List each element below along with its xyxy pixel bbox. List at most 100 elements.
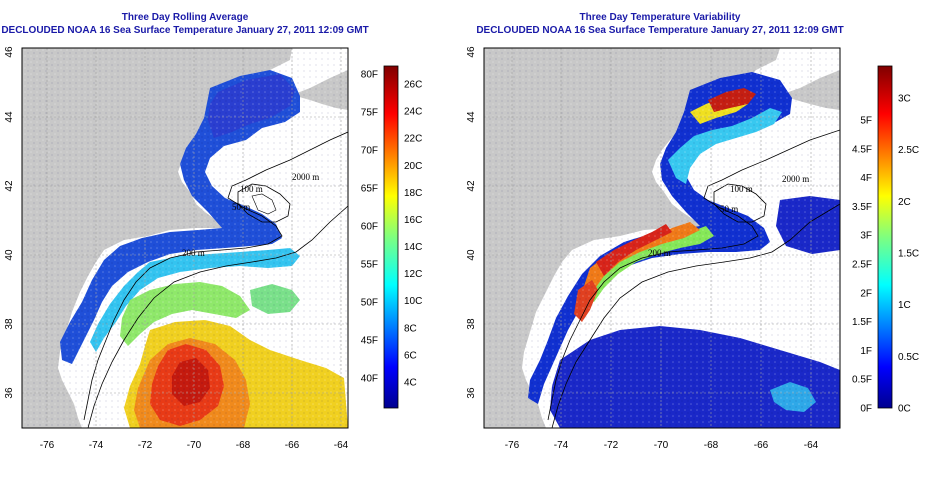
left-colorbar-f-labels: 40F 45F 50F 55F 60F 65F 70F 75F 80F bbox=[361, 70, 378, 385]
right-y-tick: 38 bbox=[466, 318, 477, 330]
sst-texture bbox=[22, 48, 348, 428]
right-map bbox=[484, 48, 840, 428]
left-contour-label-200m: 200 m bbox=[182, 248, 205, 258]
colorbar-fahrenheit-label: 75F bbox=[361, 108, 378, 119]
left-x-axis: -76 -74 -72 -70 -68 -66 -64 bbox=[40, 440, 349, 451]
right-colorbar-gradient bbox=[877, 65, 893, 409]
right-colorbar-c-labels: 0C 0.5C 1C 1.5C 2C 2.5C 3C bbox=[898, 94, 919, 415]
colorbar-fahrenheit-label: 4F bbox=[860, 173, 872, 184]
left-contour-label-2000m: 2000 m bbox=[292, 172, 319, 182]
colorbar-celsius-label: 0.5C bbox=[898, 352, 919, 363]
right-y-tick: 44 bbox=[466, 111, 477, 123]
colorbar-fahrenheit-label: 65F bbox=[361, 184, 378, 195]
right-x-tick: -64 bbox=[804, 440, 819, 451]
left-colorbar: 40F 45F 50F 55F 60F 65F 70F 75F 80F 4C 6C 8C 10C 12C… bbox=[361, 65, 422, 409]
right-y-tick: 42 bbox=[466, 180, 477, 192]
left-y-tick: 36 bbox=[4, 387, 15, 399]
colorbar-celsius-label: 22C bbox=[404, 134, 422, 145]
colorbar-celsius-label: 14C bbox=[404, 242, 422, 253]
colorbar-fahrenheit-label: 0F bbox=[860, 404, 872, 415]
left-map bbox=[22, 48, 348, 428]
colorbar-fahrenheit-label: 2.5F bbox=[852, 260, 872, 271]
left-panel: Three Day Rolling Average DECLOUDED NOAA… bbox=[1, 12, 422, 451]
right-colorbar: 0F 0.5F 1F 1.5F 2F 2.5F 3F 3.5F 4F 4.5F 5F 0C 0.5C 1… bbox=[852, 65, 919, 415]
right-x-tick: -70 bbox=[654, 440, 669, 451]
colorbar-fahrenheit-label: 4.5F bbox=[852, 144, 872, 155]
colorbar-celsius-label: 20C bbox=[404, 161, 422, 172]
contour-100m bbox=[713, 183, 767, 223]
colorbar-fahrenheit-label: 55F bbox=[361, 260, 378, 271]
contour-100m bbox=[237, 183, 291, 223]
grid-lines bbox=[484, 48, 840, 428]
right-x-tick: -76 bbox=[505, 440, 520, 451]
colorbar-fahrenheit-label: 3.5F bbox=[852, 202, 872, 213]
contour-50m bbox=[251, 193, 277, 215]
colorbar-fahrenheit-label: 1F bbox=[860, 346, 872, 357]
right-x-tick: -74 bbox=[554, 440, 569, 451]
colorbar-celsius-label: 6C bbox=[404, 350, 417, 361]
right-colorbar-f-labels: 0F 0.5F 1F 1.5F 2F 2.5F 3F 3.5F 4F 4.5F 5F bbox=[852, 116, 872, 415]
left-y-tick: 44 bbox=[4, 111, 15, 123]
colorbar-celsius-label: 3C bbox=[898, 94, 911, 105]
colorbar-fahrenheit-label: 1.5F bbox=[852, 317, 872, 328]
left-contour-label-50m: 50 m bbox=[232, 202, 250, 212]
colorbar-celsius-label: 4C bbox=[404, 378, 417, 389]
left-panel-title: Three Day Rolling Average bbox=[122, 12, 249, 23]
colorbar-celsius-label: 16C bbox=[404, 215, 422, 226]
right-panel: Three Day Temperature Variability DECLOU… bbox=[466, 12, 919, 451]
left-x-tick: -66 bbox=[285, 440, 300, 451]
left-x-tick: -64 bbox=[334, 440, 349, 451]
var-texture bbox=[484, 48, 840, 428]
right-y-tick: 46 bbox=[466, 46, 477, 58]
left-panel-subtitle: DECLOUDED NOAA 16 Sea Surface Temperatur… bbox=[1, 25, 368, 36]
right-map-frame bbox=[483, 47, 841, 429]
right-y-tick: 40 bbox=[466, 249, 477, 261]
left-contour-label-100m: 100 m bbox=[240, 184, 263, 194]
left-x-tick: -74 bbox=[89, 440, 104, 451]
left-y-tick: 38 bbox=[4, 318, 15, 330]
colorbar-celsius-label: 12C bbox=[404, 269, 422, 280]
left-y-tick: 42 bbox=[4, 180, 15, 192]
colorbar-fahrenheit-label: 45F bbox=[361, 336, 378, 347]
colorbar-celsius-label: 2.5C bbox=[898, 145, 919, 156]
colorbar-celsius-label: 0C bbox=[898, 404, 911, 415]
colorbar-celsius-label: 2C bbox=[898, 197, 911, 208]
right-x-axis: -76 -74 -72 -70 -68 -66 -64 bbox=[505, 440, 819, 451]
left-x-tick: -76 bbox=[40, 440, 55, 451]
colorbar-celsius-label: 8C bbox=[404, 323, 417, 334]
right-y-tick: 36 bbox=[466, 387, 477, 399]
colorbar-celsius-label: 10C bbox=[404, 296, 422, 307]
right-contour-label-50m: 50 m bbox=[720, 204, 738, 214]
colorbar-fahrenheit-label: 3F bbox=[860, 231, 872, 242]
colorbar-celsius-label: 1C bbox=[898, 300, 911, 311]
right-contour-label-200m: 200 m bbox=[648, 248, 671, 258]
colorbar-celsius-label: 24C bbox=[404, 107, 422, 118]
colorbar-fahrenheit-label: 0.5F bbox=[852, 375, 872, 386]
colorbar-celsius-label: 1.5C bbox=[898, 249, 919, 260]
colorbar-celsius-label: 26C bbox=[404, 80, 422, 91]
left-y-tick: 46 bbox=[4, 46, 15, 58]
contour-200m bbox=[83, 131, 348, 421]
left-y-tick: 40 bbox=[4, 249, 15, 261]
right-panel-subtitle: DECLOUDED NOAA 16 Sea Surface Temperatur… bbox=[476, 25, 843, 36]
right-panel-title: Three Day Temperature Variability bbox=[580, 12, 741, 23]
colorbar-fahrenheit-label: 50F bbox=[361, 298, 378, 309]
left-colorbar-c-labels: 4C 6C 8C 10C 12C 14C 16C 18C 20C 22C 24C 26C bbox=[404, 80, 422, 389]
right-x-tick: -72 bbox=[604, 440, 619, 451]
colorbar-fahrenheit-label: 2F bbox=[860, 288, 872, 299]
contour-2000m bbox=[87, 205, 348, 428]
colorbar-fahrenheit-label: 80F bbox=[361, 70, 378, 81]
left-y-axis: 36 38 40 42 44 46 bbox=[4, 46, 15, 399]
right-x-tick: -66 bbox=[754, 440, 769, 451]
colorbar-fahrenheit-label: 70F bbox=[361, 146, 378, 157]
right-x-tick: -68 bbox=[704, 440, 719, 451]
contour-2000m bbox=[551, 203, 840, 428]
contour-200m bbox=[547, 129, 840, 421]
colorbar-fahrenheit-label: 40F bbox=[361, 374, 378, 385]
right-y-axis: 36 38 40 42 44 46 bbox=[466, 46, 477, 399]
right-contour-label-100m: 100 m bbox=[730, 184, 753, 194]
colorbar-fahrenheit-label: 60F bbox=[361, 222, 378, 233]
grid-lines bbox=[22, 48, 348, 428]
left-x-tick: -72 bbox=[138, 440, 153, 451]
